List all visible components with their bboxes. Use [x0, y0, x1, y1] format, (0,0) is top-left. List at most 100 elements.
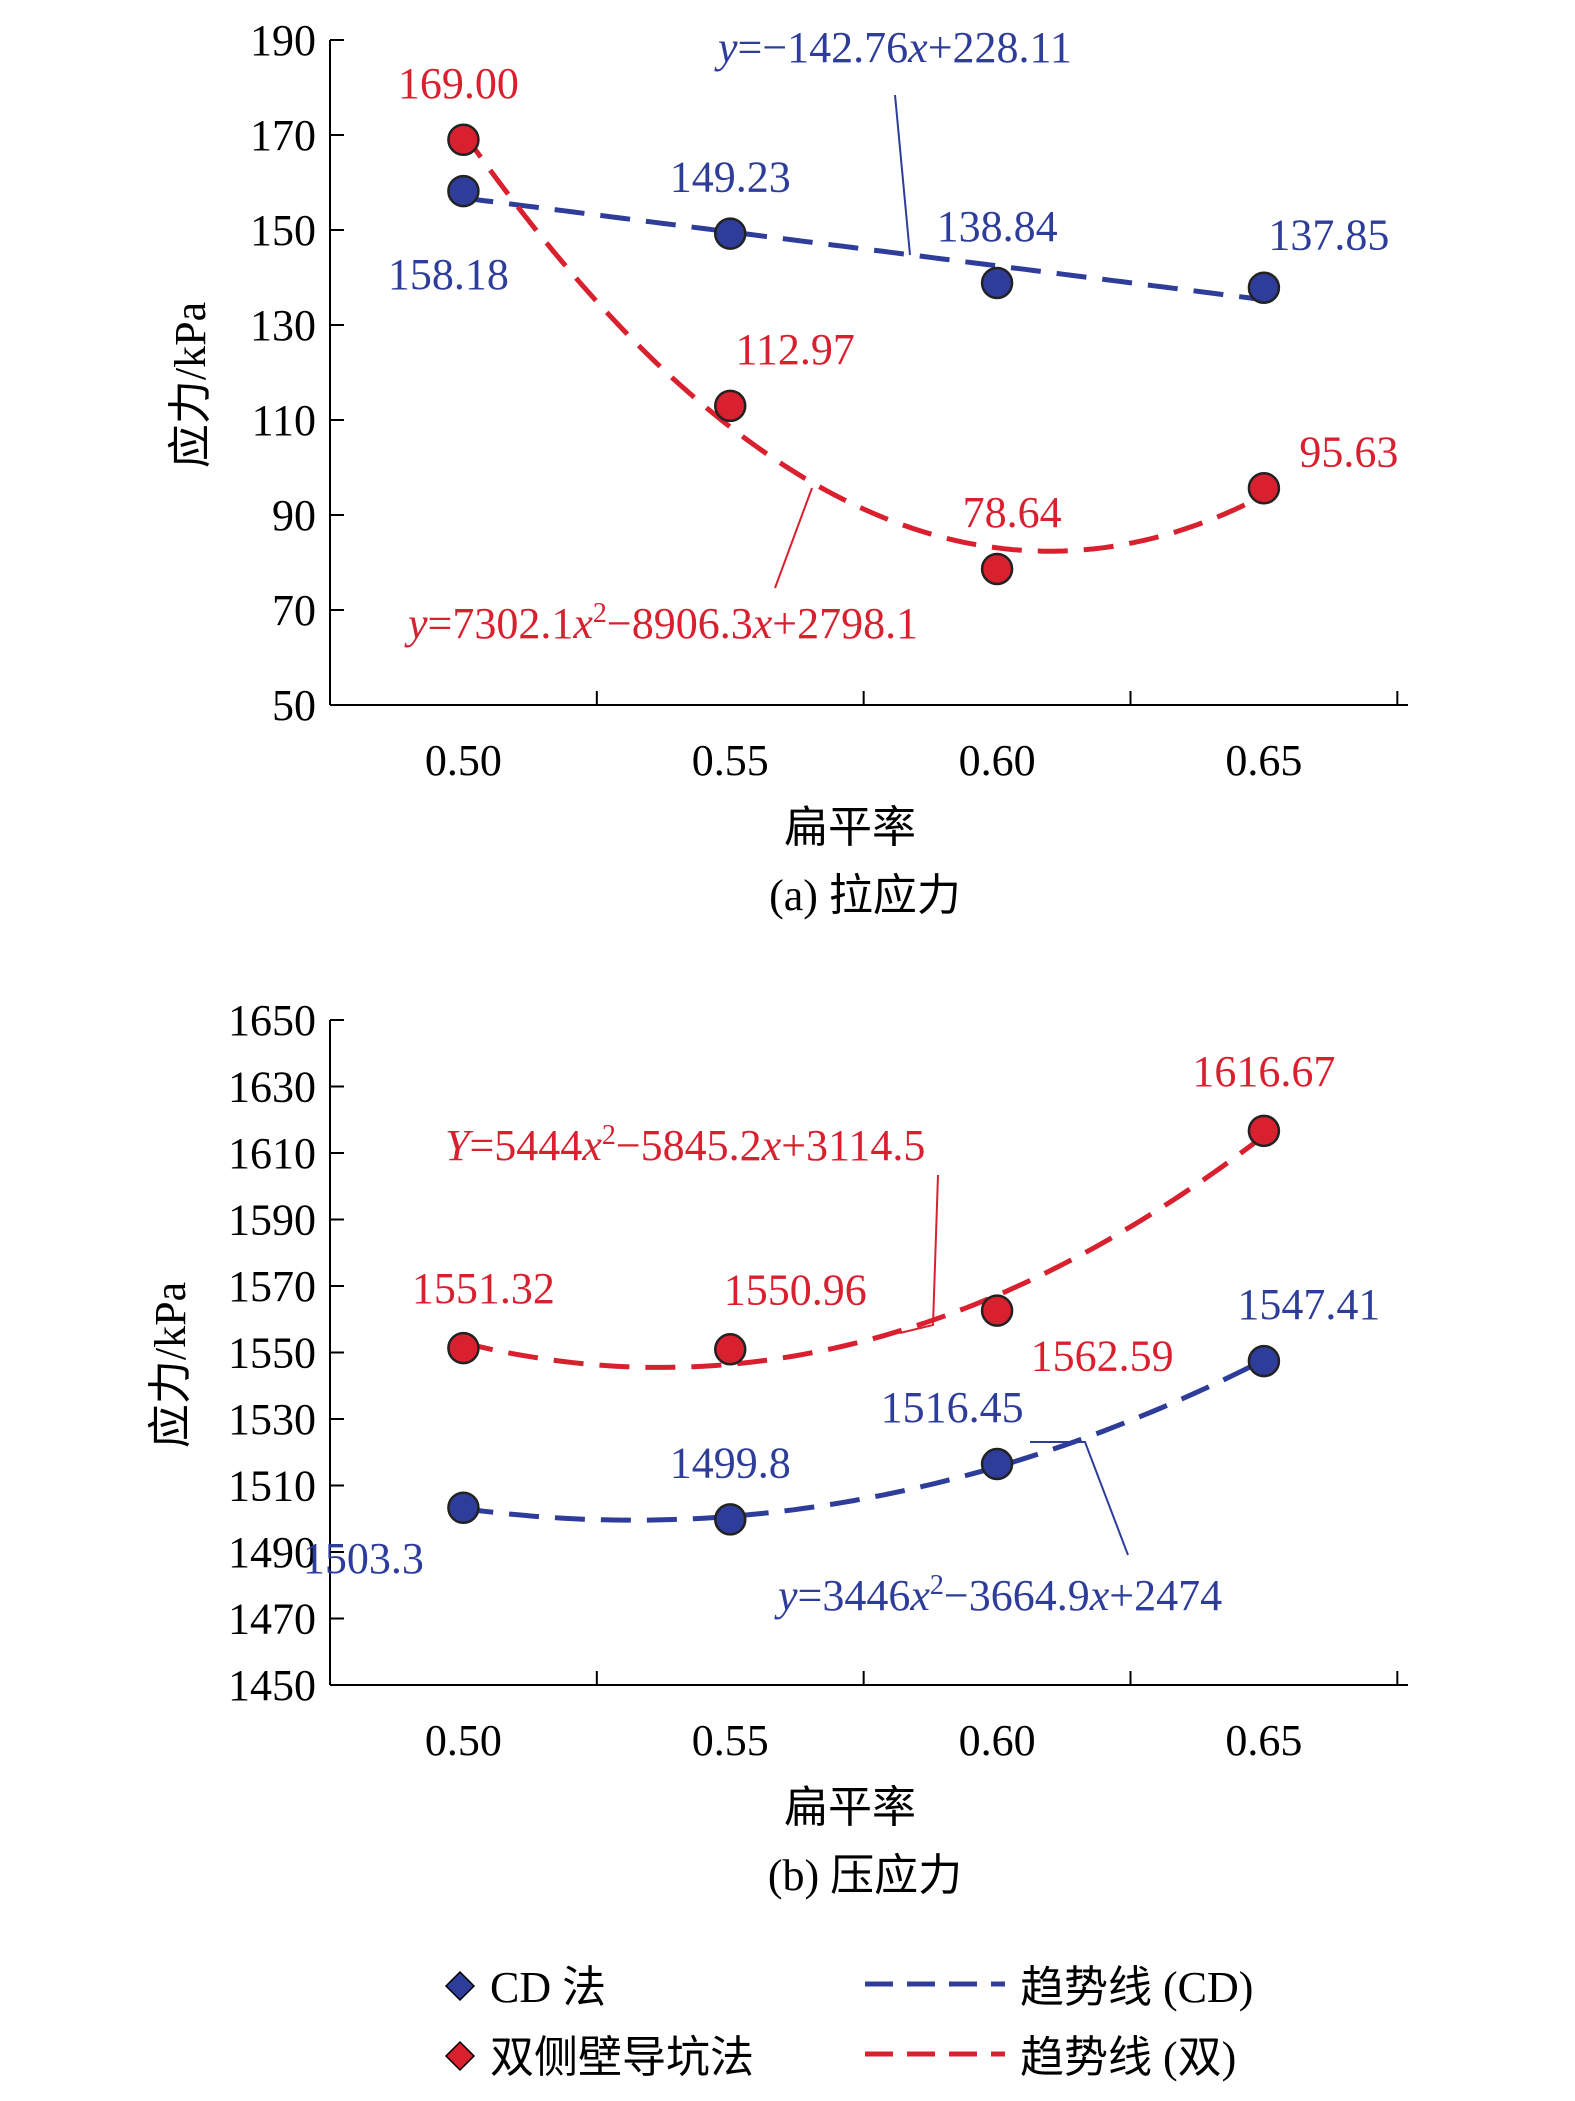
trend-line — [463, 1357, 1266, 1523]
data-point — [980, 1447, 1014, 1481]
data-point — [713, 389, 747, 423]
trend-line — [463, 195, 1265, 303]
equation-leader-cd — [1030, 1441, 1129, 1556]
y-tick-label: 1590 — [228, 1196, 316, 1245]
equation-leader-double — [774, 487, 813, 589]
chart-panel-tensile: 50 70 90 110 130 150 170 190 0.50 0.55 0.60 0.65 扁… — [0, 0, 1575, 980]
panel-caption: (a) 拉应力 — [769, 871, 961, 920]
data-point — [713, 1333, 747, 1366]
legend-graphic: CD 法 趋势线 (CD) 双侧壁导坑法 趋势线 (双) — [444, 1963, 1253, 2082]
data-label: 1547.41 — [1237, 1280, 1380, 1329]
trend-equation-double: y=7302.1x2−8906.3x+2798.1 — [404, 598, 918, 648]
y-tick-label: 1450 — [228, 1661, 316, 1710]
panel-caption: (b) 压应力 — [768, 1851, 962, 1900]
diamond-marker-icon — [444, 2040, 476, 2072]
data-point — [980, 1294, 1014, 1327]
equation-leader-cd — [894, 94, 911, 256]
y-tick-label: 1610 — [228, 1129, 316, 1178]
x-tick-label: 0.65 — [1225, 1716, 1302, 1765]
data-point — [1247, 1344, 1281, 1378]
legend-item-double-method: 双侧壁导坑法 — [444, 2033, 754, 2082]
data-label: 169.00 — [398, 59, 519, 108]
data-point — [447, 1331, 480, 1365]
data-point — [447, 123, 480, 156]
data-point — [447, 1491, 480, 1525]
y-axis-label: 应力/kPa — [166, 302, 215, 468]
y-tick-label: 1490 — [228, 1528, 316, 1577]
chart-legend: CD 法 趋势线 (CD) 双侧壁导坑法 趋势线 (双) — [0, 1940, 1575, 2096]
x-tick-label: 0.60 — [959, 736, 1036, 785]
y-tick-label: 1530 — [228, 1395, 316, 1444]
trend-equation-cd: y=−142.76x+228.11 — [714, 23, 1072, 72]
legend-label: 趋势线 (CD) — [1020, 1963, 1253, 2012]
x-tick-label: 0.55 — [692, 1716, 769, 1765]
legend-item-cd-trend: 趋势线 (CD) — [865, 1963, 1253, 2012]
legend-item-cd-method: CD 法 — [444, 1963, 606, 2012]
y-tick-label: 50 — [272, 681, 316, 730]
data-point — [713, 217, 747, 250]
data-label: 1616.67 — [1192, 1047, 1335, 1096]
data-label: 112.97 — [736, 325, 855, 374]
x-tick-label: 0.50 — [425, 736, 502, 785]
data-point — [1247, 271, 1281, 304]
y-axis-ticks: 50 70 90 110 130 150 170 190 — [250, 16, 344, 730]
data-label: 149.23 — [670, 153, 791, 202]
trend-line — [461, 131, 1266, 554]
data-labels: 158.18 149.23 138.84 137.85 169.00 112.97 78.6… — [388, 59, 1398, 537]
trend-lines — [462, 1133, 1266, 1523]
trend-equation-double: Y=5444x2−5845.2x+3114.5 — [445, 1120, 925, 1170]
data-points — [447, 123, 1281, 586]
data-point — [980, 266, 1014, 300]
y-axis-ticks: 1450 1470 1490 1510 1530 1550 1570 1590 1610 1630… — [228, 996, 344, 1710]
data-label: 137.85 — [1268, 211, 1389, 260]
data-point — [1247, 472, 1281, 505]
y-tick-label: 1470 — [228, 1595, 316, 1644]
y-tick-label: 70 — [272, 586, 316, 635]
data-point — [713, 1503, 747, 1536]
x-tick-label: 0.55 — [692, 736, 769, 785]
data-point — [447, 174, 480, 208]
data-label: 95.63 — [1299, 427, 1398, 476]
equation-leader-double — [899, 1174, 939, 1334]
data-label: 158.18 — [388, 250, 509, 299]
data-label: 1516.45 — [881, 1383, 1024, 1432]
chart-panel-compressive: 1450 1470 1490 1510 1530 1550 1570 1590 1610 1630… — [0, 975, 1575, 1945]
x-axis-ticks: 0.50 0.55 0.60 0.65 — [425, 691, 1399, 785]
data-label: 1503.3 — [303, 1534, 424, 1583]
legend-label: CD 法 — [490, 1963, 606, 2012]
y-axis-label: 应力/kPa — [146, 1282, 195, 1448]
y-tick-label: 1550 — [228, 1329, 316, 1378]
legend-item-double-trend: 趋势线 (双) — [865, 2033, 1236, 2082]
trend-line — [462, 1133, 1266, 1370]
y-tick-label: 130 — [250, 301, 316, 350]
x-axis-label: 扁平率 — [784, 1783, 916, 1832]
data-label: 138.84 — [937, 202, 1058, 251]
x-tick-label: 0.50 — [425, 1716, 502, 1765]
y-tick-label: 1650 — [228, 996, 316, 1045]
trend-equation-cd: y=3446x2−3664.9x+2474 — [774, 1570, 1222, 1620]
trend-lines — [461, 131, 1266, 554]
data-labels: 1503.3 1499.8 1516.45 1547.41 1551.32 1550.96… — [303, 1047, 1380, 1583]
x-tick-label: 0.60 — [959, 1716, 1036, 1765]
y-tick-label: 150 — [250, 206, 316, 255]
x-tick-label: 0.65 — [1225, 736, 1302, 785]
axes — [329, 40, 1408, 706]
legend-label: 趋势线 (双) — [1020, 2033, 1236, 2082]
y-tick-label: 190 — [250, 16, 316, 65]
data-point — [1247, 1114, 1281, 1148]
x-axis-ticks: 0.50 0.55 0.60 0.65 — [425, 1671, 1399, 1765]
data-label: 1562.59 — [1031, 1332, 1174, 1381]
x-axis-label: 扁平率 — [784, 803, 916, 852]
data-points — [447, 1114, 1281, 1536]
data-label: 78.64 — [963, 488, 1062, 537]
data-label: 1550.96 — [724, 1265, 867, 1314]
data-label: 1499.8 — [670, 1438, 791, 1487]
y-tick-label: 110 — [252, 396, 316, 445]
diamond-marker-icon — [444, 1970, 476, 2002]
y-tick-label: 1630 — [228, 1063, 316, 1112]
data-point — [980, 552, 1014, 586]
y-tick-label: 170 — [250, 111, 316, 160]
compressive-stress-chart: 1450 1470 1490 1510 1530 1550 1570 1590 1610 1630… — [146, 996, 1408, 1900]
y-tick-label: 1570 — [228, 1262, 316, 1311]
legend-label: 双侧壁导坑法 — [490, 2033, 754, 2082]
